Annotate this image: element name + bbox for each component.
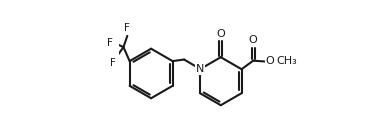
Text: O: O [216,29,225,39]
Text: F: F [124,23,130,33]
Text: O: O [249,35,258,45]
Text: N: N [196,64,204,74]
Text: O: O [265,57,274,66]
Text: F: F [107,38,113,48]
Text: CH₃: CH₃ [276,57,297,66]
Text: F: F [110,58,116,68]
